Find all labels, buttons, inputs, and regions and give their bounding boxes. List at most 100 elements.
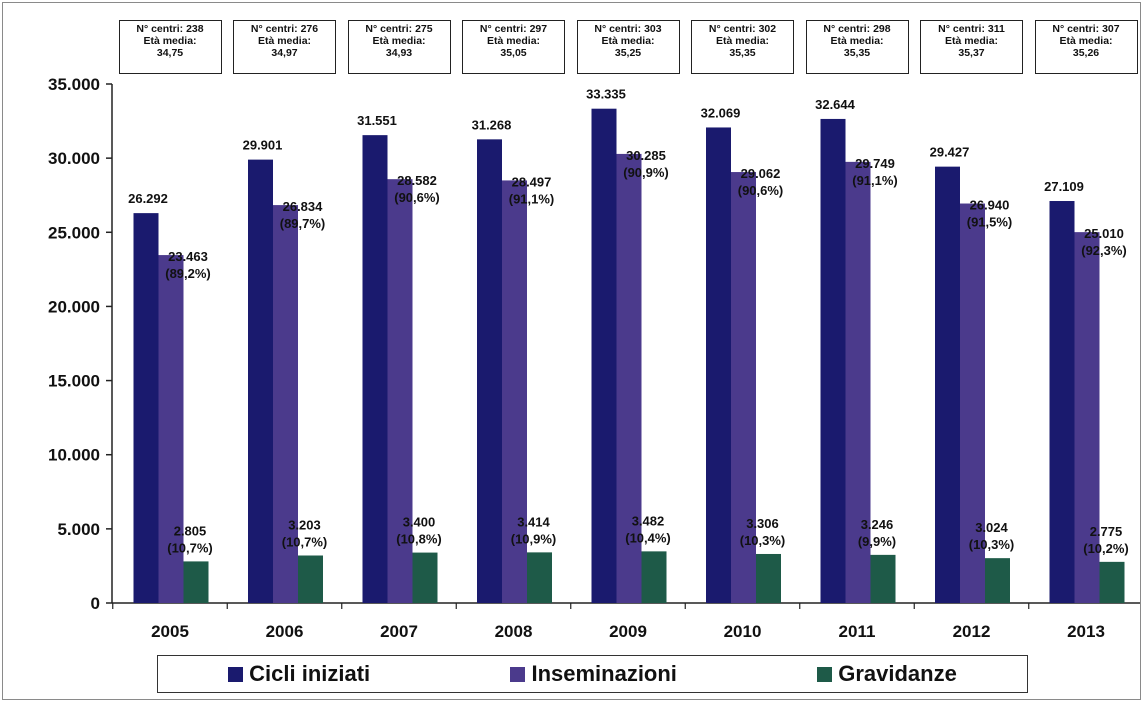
annotation-line: 34,97 xyxy=(271,47,298,59)
annotation-line: N° centri: 238 xyxy=(136,23,204,35)
data-label: (92,3%) xyxy=(1081,243,1127,258)
data-label: (10,7%) xyxy=(282,535,328,550)
x-tick-label: 2012 xyxy=(953,622,991,641)
annotation-box: N° centri: 275 Età media: 34,93 xyxy=(347,20,451,74)
data-label: (91,1%) xyxy=(509,191,555,206)
bar-inseminazioni xyxy=(960,203,985,603)
annotation-line: N° centri: 307 xyxy=(1052,23,1120,35)
annotation-line: 34,75 xyxy=(156,47,184,59)
annotation-line: N° centri: 311 xyxy=(938,23,1005,35)
data-label: 2.805 xyxy=(174,523,207,538)
x-tick-label: 2006 xyxy=(266,622,304,641)
bar-cicli-iniziati xyxy=(248,159,273,603)
y-tick-label: 35.000 xyxy=(48,75,100,94)
bar-cicli-iniziati xyxy=(133,213,159,603)
data-label: (90,6%) xyxy=(394,190,440,205)
annotation-line: 35,26 xyxy=(1072,47,1100,59)
annotation-line: 35,37 xyxy=(958,47,985,59)
data-label: (9,9%) xyxy=(858,534,896,549)
data-label: 3.306 xyxy=(746,516,779,531)
legend-swatch-gravidanze xyxy=(817,666,833,682)
data-label: 25.010 xyxy=(1084,226,1124,241)
annotation-line: Età media: xyxy=(143,35,197,47)
legend-item-inseminazioni: Inseminazioni xyxy=(510,661,677,687)
data-label: (89,2%) xyxy=(165,266,211,281)
bar-gravidanze xyxy=(527,552,552,603)
y-tick-label: 25.000 xyxy=(48,223,100,242)
annotation-box: N° centri: 302 Età media: 35,35 xyxy=(691,20,794,74)
y-tick-label: 15.000 xyxy=(48,372,100,391)
data-label: 31.268 xyxy=(472,117,512,132)
data-label: 3.482 xyxy=(632,513,665,528)
data-label: (10,9%) xyxy=(511,531,557,546)
annotation-line: Età media: xyxy=(601,35,655,47)
annotation-line: Età media: xyxy=(830,35,884,47)
x-tick-label: 2010 xyxy=(724,622,762,641)
y-tick-label: 10.000 xyxy=(48,446,100,465)
bar-cicli-iniziati xyxy=(1049,201,1075,603)
data-label: (91,1%) xyxy=(852,173,898,188)
annotation-line: N° centri: 302 xyxy=(708,23,777,35)
data-label: (10,3%) xyxy=(969,537,1015,552)
bar-inseminazioni xyxy=(273,205,298,603)
data-label: 27.109 xyxy=(1044,179,1084,194)
annotation-line: Età media: xyxy=(486,35,541,47)
data-label: (10,3%) xyxy=(740,533,786,548)
data-label: 26.940 xyxy=(970,198,1010,213)
bar-inseminazioni xyxy=(158,255,184,604)
data-label: (10,7%) xyxy=(167,540,213,555)
data-label: 29.062 xyxy=(741,166,781,181)
annotation-box: N° centri: 298 Età media: 35,35 xyxy=(805,20,909,74)
data-label: 3.246 xyxy=(861,517,894,532)
data-label: 32.644 xyxy=(815,97,856,112)
bar-cicli-iniziati xyxy=(706,127,731,604)
annotation-line: 34,93 xyxy=(385,47,413,59)
annotation-line: N° centri: 275 xyxy=(365,23,433,35)
data-label: 33.335 xyxy=(586,87,626,102)
legend-label-cicli-iniziati: Cicli iniziati xyxy=(249,661,371,686)
data-label: (89,7%) xyxy=(280,216,326,231)
x-tick-label: 2005 xyxy=(151,622,189,641)
annotation-line: 35,05 xyxy=(500,47,527,59)
data-label: 3.024 xyxy=(975,520,1008,535)
data-label: 29.901 xyxy=(243,138,283,153)
annotation-line: Età media: xyxy=(944,35,999,47)
data-label: 26.834 xyxy=(283,199,324,214)
x-tick-label: 2013 xyxy=(1067,622,1105,641)
data-label: 2.775 xyxy=(1090,524,1123,539)
annotation-line: Età media: xyxy=(372,35,426,47)
legend-label-inseminazioni: Inseminazioni xyxy=(531,661,677,686)
annotation-line: 35,35 xyxy=(843,47,871,59)
annotation-line: Età media: xyxy=(1059,35,1113,47)
annotation-line: N° centri: 298 xyxy=(823,23,891,35)
legend-item-gravidanze: Gravidanze xyxy=(817,661,957,687)
x-tick-label: 2008 xyxy=(495,622,533,641)
annotation-line: Età media: xyxy=(257,35,312,47)
annotation-line: 35,35 xyxy=(729,47,756,59)
bar-cicli-iniziati xyxy=(935,166,960,603)
legend-swatch-inseminazioni xyxy=(510,666,526,682)
bar-cicli-iniziati xyxy=(591,108,617,603)
bar-inseminazioni xyxy=(387,179,413,603)
bar-cicli-iniziati xyxy=(362,135,388,603)
legend-item-cicli-iniziati: Cicli iniziati xyxy=(228,661,370,687)
data-label: (90,6%) xyxy=(738,183,784,198)
annotation-box: N° centri: 238 Età media: 34,75 xyxy=(118,20,222,74)
data-label: (91,5%) xyxy=(967,215,1013,230)
y-tick-label: 20.000 xyxy=(48,297,100,316)
annotation-line: N° centri: 297 xyxy=(479,23,548,35)
bar-gravidanze xyxy=(412,552,438,603)
annotation-box: N° centri: 276 Età media: 34,97 xyxy=(233,20,336,74)
data-label: 32.069 xyxy=(701,105,741,120)
data-label: (10,8%) xyxy=(396,532,442,547)
bar-gravidanze xyxy=(870,554,896,603)
bar-inseminazioni xyxy=(616,153,642,603)
annotation-line: 35,25 xyxy=(614,47,642,59)
annotation-box: N° centri: 311 Età media: 35,37 xyxy=(920,20,1023,74)
bar-gravidanze xyxy=(298,555,323,603)
legend-label-gravidanze: Gravidanze xyxy=(838,661,957,686)
data-label: 23.463 xyxy=(168,249,208,264)
annotation-line: Età media: xyxy=(715,35,770,47)
